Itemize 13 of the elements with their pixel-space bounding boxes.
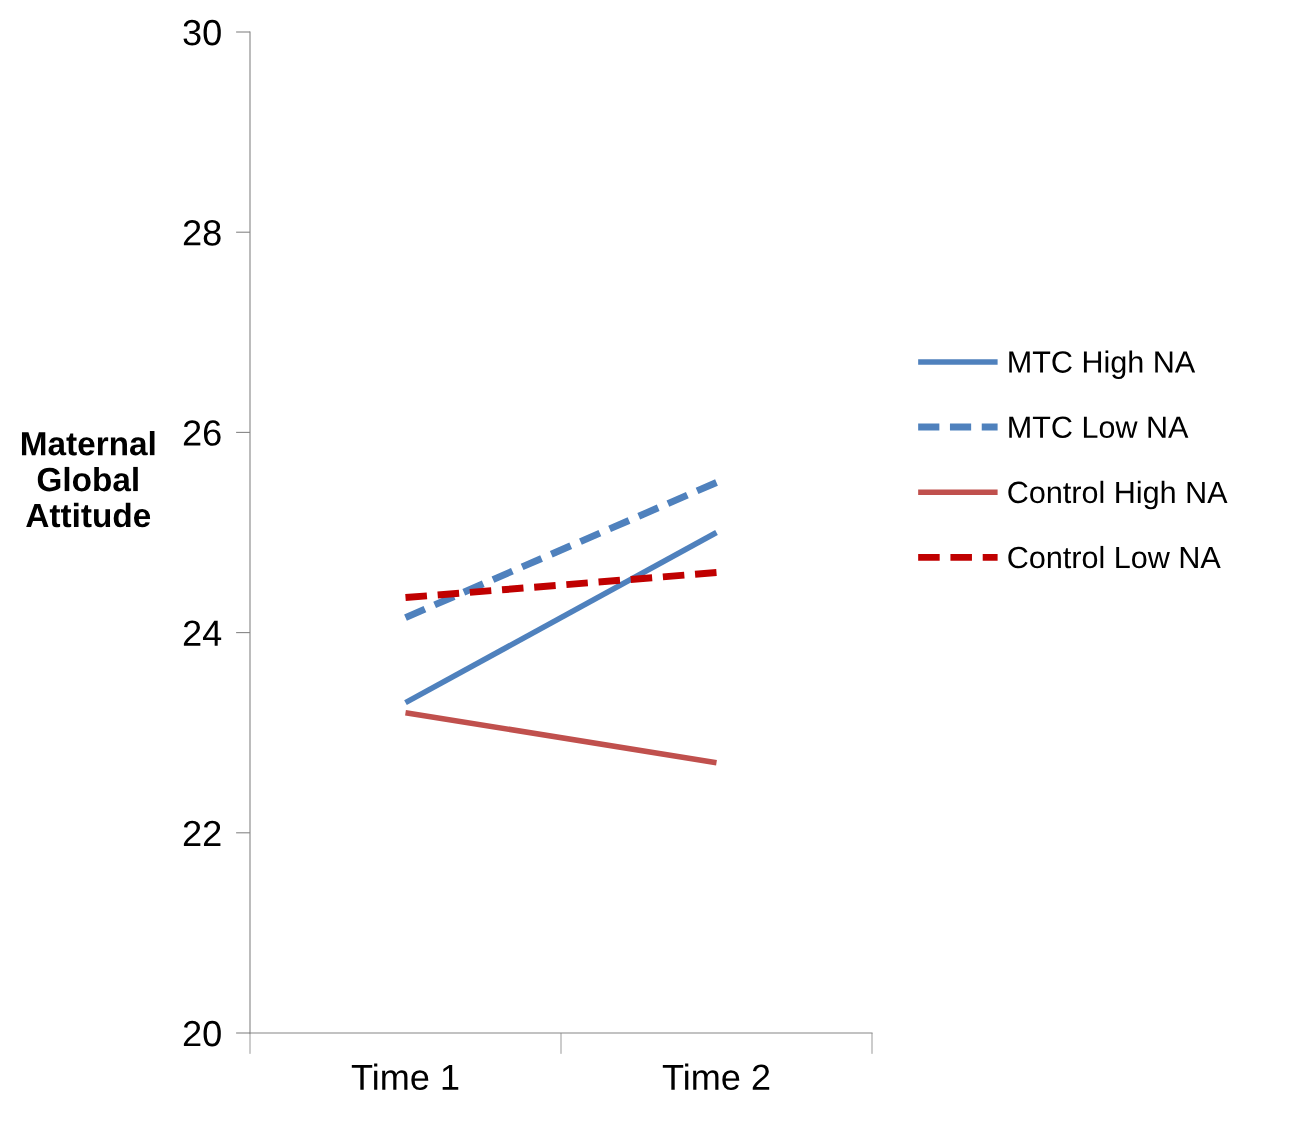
y-tick-label: 20 [183, 1020, 221, 1047]
y-tick-label: 28 [183, 220, 221, 246]
y-axis-title: Maternal Global Attitude [21, 431, 155, 528]
legend-label: MTC High NA [1009, 350, 1196, 379]
y-tick-label: 30 [183, 19, 221, 46]
x-tick-label: Time 2 [662, 1063, 770, 1091]
y-tick-label: 26 [183, 420, 221, 446]
legend-label: Control Low NA [1008, 545, 1221, 569]
legend-label: MTC Low NA [1009, 416, 1189, 439]
x-tick-label: Time 1 [351, 1063, 459, 1091]
legend-label: Control High NA [1008, 480, 1228, 510]
y-tick-label: 24 [183, 620, 222, 646]
y-tick-label: 22 [183, 820, 221, 846]
